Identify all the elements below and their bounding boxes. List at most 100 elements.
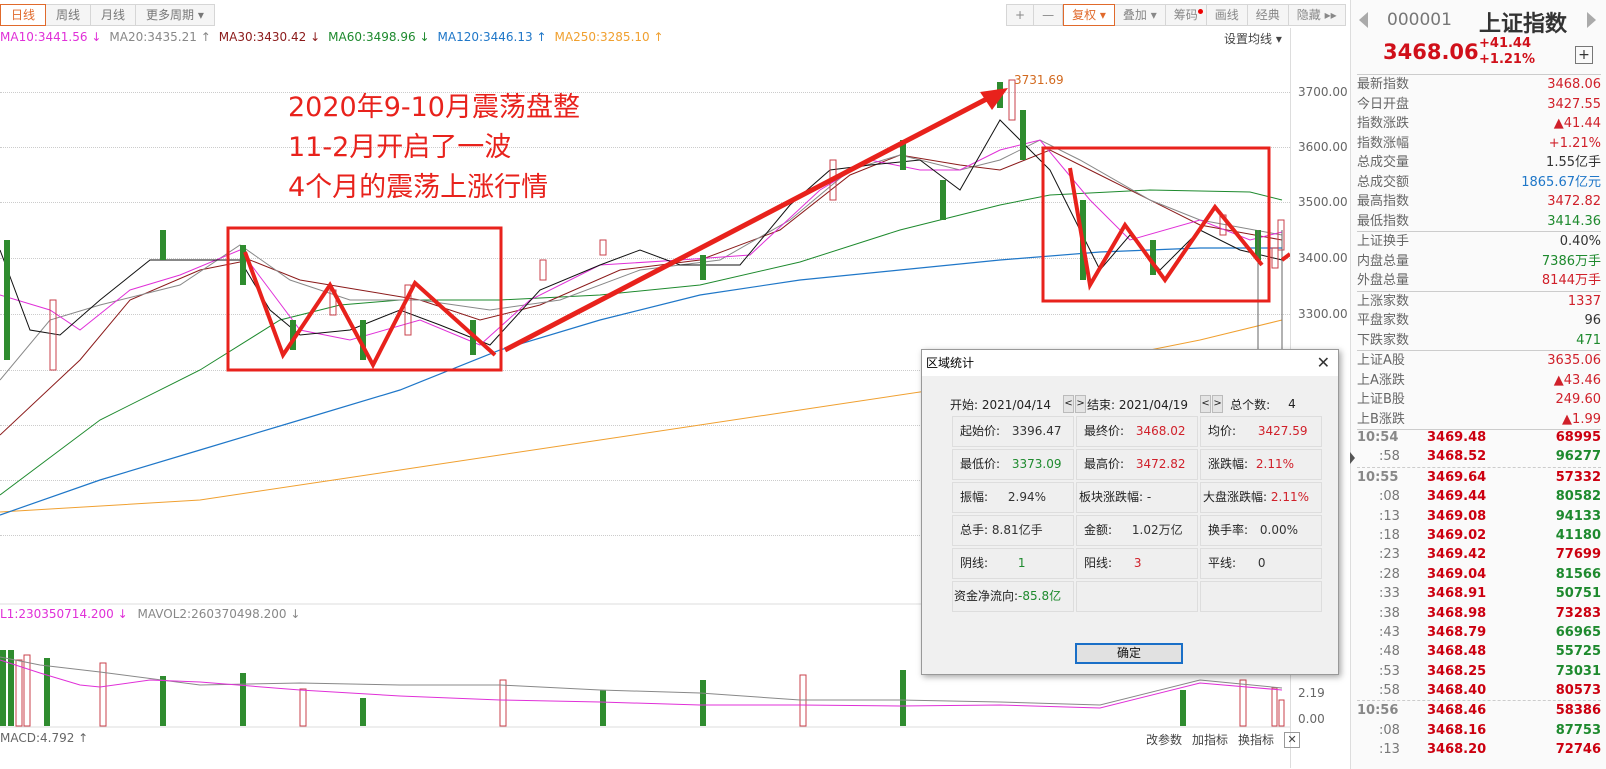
tick-time: :08	[1379, 489, 1400, 505]
adjust-rights-button[interactable]: 复权 ▾	[1063, 4, 1115, 26]
ma30-value: MA30:3430.42 ↓	[218, 30, 321, 44]
stat-row: 外盘总量 8144万手	[1357, 271, 1601, 291]
ma250-value: MA250:3285.10 ↑	[554, 30, 664, 44]
gridline	[0, 314, 1290, 315]
zoom-in-button[interactable]: +	[1006, 4, 1035, 26]
tick-time: :33	[1379, 586, 1400, 602]
add-watchlist-icon[interactable]: +	[1575, 46, 1593, 64]
overlay-button[interactable]: 叠加 ▾	[1114, 4, 1166, 26]
stat-value: 2.94%	[1007, 490, 1046, 504]
tick-volume: 80582	[1555, 489, 1601, 505]
stat-cell: 换手率: 0.00%	[1200, 515, 1322, 546]
stat-value: 249.60	[1555, 392, 1602, 407]
stat-cell: 大盘涨跌幅: 2.11%	[1200, 482, 1322, 513]
set-ma-dropdown[interactable]: 设置均线 ▾	[1224, 32, 1282, 46]
tick-volume: 66965	[1555, 624, 1601, 640]
start-next-button[interactable]: >	[1075, 395, 1087, 413]
tick-time: 10:56	[1357, 703, 1399, 719]
tick-price: 3468.91	[1427, 586, 1487, 602]
add-indicator-button[interactable]: 加指标	[1192, 733, 1229, 747]
ok-button[interactable]: 确定	[1075, 643, 1183, 664]
chart-toolbar: + — 复权 ▾ 叠加 ▾ 筹码 画线 经典 隐藏 ▸▸	[1006, 4, 1346, 26]
end-prev-button[interactable]: <	[1200, 395, 1212, 413]
tab-more-periods[interactable]: 更多周期 ▾	[136, 4, 215, 26]
stat-label: 总手:	[960, 523, 989, 537]
stat-cell: 最低价: 3373.09	[952, 449, 1074, 480]
stat-value: +1.21%	[1548, 135, 1601, 151]
stat-label: 换手率:	[1208, 523, 1249, 537]
zoom-out-button[interactable]: —	[1034, 4, 1064, 26]
stat-cell: 涨跌幅: 2.11%	[1200, 449, 1322, 480]
tick-row: :08 3468.16 87753	[1357, 721, 1601, 740]
ma60-value: MA60:3498.96 ↓	[328, 30, 430, 44]
stat-cell: 起始价: 3396.47	[952, 416, 1074, 447]
stat-row: 指数涨跌 ▲41.44	[1357, 114, 1601, 134]
stat-label: 均价:	[1208, 424, 1237, 438]
tick-row: 10:54 3469.48 68995	[1357, 428, 1601, 447]
tick-volume: 50751	[1555, 586, 1601, 602]
kline-chart-area[interactable]: 日线 周线 月线 更多周期 ▾ + — 复权 ▾ 叠加 ▾ 筹码 画线 经典 隐…	[0, 0, 1350, 769]
symbol-code: 000001	[1387, 10, 1452, 30]
tick-separator	[1357, 466, 1601, 468]
start-prev-button[interactable]: <	[1063, 395, 1075, 413]
edit-params-button[interactable]: 改参数	[1146, 733, 1183, 747]
tick-volume: 73031	[1555, 663, 1601, 679]
stat-value: 7386万手	[1541, 253, 1601, 269]
next-symbol-icon[interactable]	[1587, 12, 1596, 28]
stat-cell: 最高价: 3472.82	[1076, 449, 1198, 480]
stat-row: 上证换手 0.40%	[1357, 232, 1601, 252]
gridline	[0, 535, 1290, 536]
stat-label: 板块涨跌幅:	[1079, 490, 1144, 504]
tick-volume: 81566	[1555, 566, 1601, 582]
tick-time: :13	[1379, 742, 1400, 758]
stat-cell: 金额: 1.02万亿	[1076, 515, 1198, 546]
stat-value: ▲1.99	[1562, 411, 1601, 427]
stat-value: ▲41.44	[1553, 116, 1601, 131]
stat-row: 指数涨幅 +1.21%	[1357, 134, 1601, 154]
gridline	[0, 202, 1290, 203]
end-next-button[interactable]: >	[1212, 395, 1224, 413]
tick-row: :08 3469.44 80582	[1357, 487, 1601, 506]
tab-monthly[interactable]: 月线	[91, 4, 137, 26]
stat-value: ▲43.46	[1553, 372, 1601, 388]
candlestick-chart[interactable]: 3731.69	[0, 40, 1290, 730]
tick-time: :53	[1379, 663, 1400, 679]
dialog-titlebar[interactable]: 区域统计 ✕	[922, 350, 1338, 376]
stat-label: 大盘涨跌幅:	[1203, 490, 1268, 504]
close-indicator-icon[interactable]: ✕	[1284, 731, 1301, 748]
stat-label: 总成交量	[1357, 155, 1410, 170]
stat-row: 最低指数 3414.36	[1357, 212, 1601, 232]
tab-weekly[interactable]: 周线	[46, 4, 92, 26]
vol-tick: 0.00	[1298, 712, 1325, 726]
draw-line-button[interactable]: 画线	[1206, 4, 1248, 26]
stat-row: 最新指数 3468.06	[1357, 75, 1601, 95]
stat-row: 上A涨跌 ▲43.46	[1357, 371, 1601, 391]
switch-indicator-button[interactable]: 换指标	[1238, 733, 1275, 747]
symbol-header: 000001 上证指数	[1351, 4, 1606, 37]
stat-value: 1.55亿手	[1546, 155, 1601, 170]
stat-label: 内盘总量	[1357, 253, 1410, 269]
tick-volume: 96277	[1555, 449, 1601, 465]
prev-symbol-icon[interactable]	[1359, 12, 1368, 28]
tick-price: 3468.40	[1427, 683, 1487, 699]
close-icon[interactable]: ✕	[1316, 353, 1330, 372]
stat-label: 指数涨幅	[1357, 135, 1410, 151]
tick-time: 10:55	[1357, 469, 1399, 485]
volume-legend: L1:230350714.200 ↓ MAVOL2:260370498.200 …	[0, 607, 300, 621]
stat-label: 上证A股	[1357, 353, 1405, 368]
stat-cell: 资金净流向:-85.8亿	[952, 581, 1074, 612]
stat-cell-empty	[1200, 581, 1322, 612]
stat-cell: 阳线: 3	[1076, 548, 1198, 579]
tick-list[interactable]: 10:54 3469.48 68995:58 3468.52 96277 10:55 346…	[1357, 428, 1601, 760]
stat-value: -85.8亿	[1018, 589, 1062, 603]
tab-daily[interactable]: 日线	[0, 4, 47, 26]
change-percent: +1.21%	[1479, 52, 1535, 67]
classic-button[interactable]: 经典	[1247, 4, 1289, 26]
dialog-title: 区域统计	[926, 356, 975, 370]
collapse-handle-icon[interactable]	[1350, 452, 1355, 464]
chips-button[interactable]: 筹码	[1165, 4, 1207, 26]
hide-button[interactable]: 隐藏 ▸▸	[1288, 4, 1346, 26]
stat-label: 阳线:	[1084, 556, 1113, 570]
gridline	[0, 480, 1290, 481]
stat-cell: 阴线: 1	[952, 548, 1074, 579]
